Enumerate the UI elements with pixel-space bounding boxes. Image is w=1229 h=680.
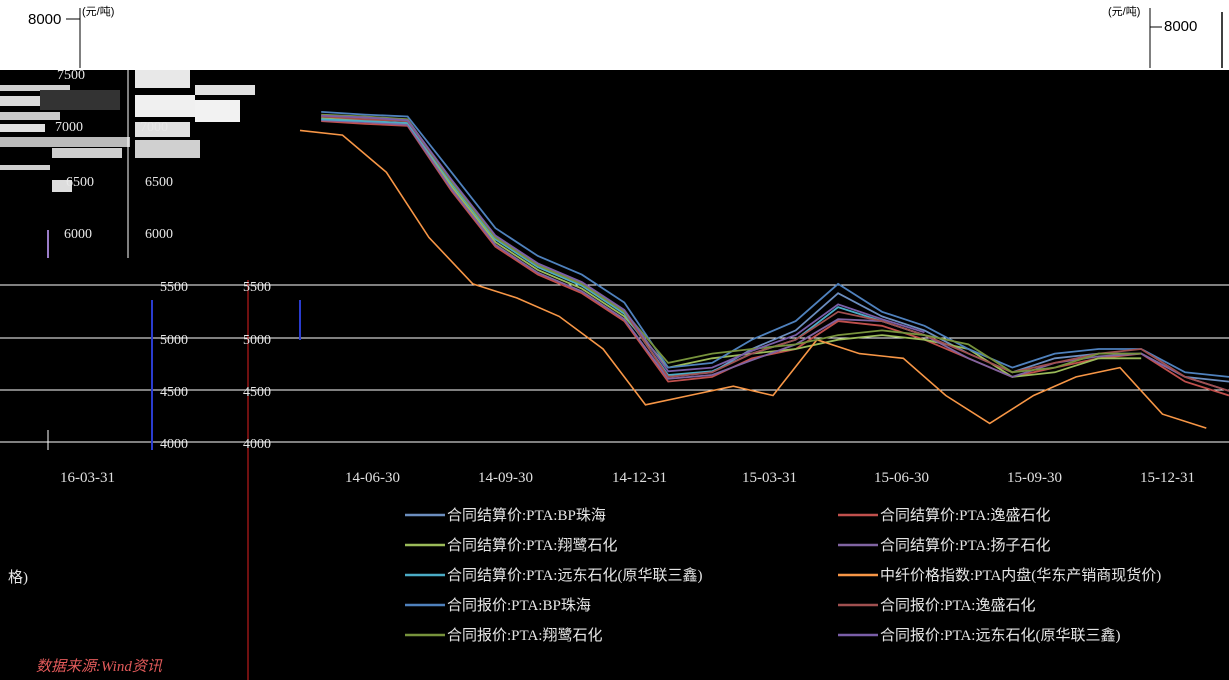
legend-label-5: 中纤价格指数:PTA内盘(华东产销商现货价) <box>880 566 1161 584</box>
series-line-8 <box>321 113 1142 374</box>
x-tick-2: 14-12-31 <box>612 470 667 486</box>
y-tick-lower-mid-0: 5500 <box>243 280 271 295</box>
legend-label-4: 合同结算价:PTA:远东石化(原华联三鑫) <box>447 566 702 584</box>
legend-fragment-left: 格) <box>8 569 28 586</box>
axis-stubs <box>47 70 301 680</box>
x-tick-4: 15-06-30 <box>874 470 929 486</box>
legend-label-6: 合同报价:PTA:BP珠海 <box>447 597 591 614</box>
y-tick-lower-left-3: 4000 <box>160 437 188 452</box>
y-tick-upper-left-3: 6000 <box>64 227 92 242</box>
series-line-3 <box>321 119 1229 392</box>
y-tick-lower-mid-1: 5000 <box>243 333 271 348</box>
top-axis-right: (元/吨) 8000 <box>1108 5 1223 68</box>
legend-label-0: 合同结算价:PTA:BP珠海 <box>447 506 606 524</box>
y-tick-upper-mid-3: 6000 <box>145 227 173 242</box>
series-line-1 <box>321 120 1229 397</box>
y-tick-lower-mid-2: 4500 <box>243 385 271 400</box>
series-line-2 <box>321 117 1142 378</box>
x-ticks: 16-03-31 14-06-30 14-09-30 14-12-31 15-0… <box>60 470 1195 486</box>
y-tick-8000-left: 8000 <box>28 11 61 28</box>
y-tick-upper-left-0: 7500 <box>57 68 85 83</box>
x-tick-5: 15-09-30 <box>1007 470 1062 486</box>
x-tick-3: 15-03-31 <box>742 470 797 486</box>
legend-label-8: 合同报价:PTA:翔鹭石化 <box>447 627 602 644</box>
y-tick-upper-mid-2: 6500 <box>145 175 173 190</box>
series-layer <box>299 111 1229 429</box>
x-tick-0: 14-06-30 <box>345 470 400 486</box>
legend-label-1: 合同结算价:PTA:逸盛石化 <box>880 506 1050 524</box>
legend-label-9: 合同报价:PTA:远东石化(原华联三鑫) <box>880 626 1120 644</box>
x-tick-left-0: 16-03-31 <box>60 470 115 486</box>
x-tick-1: 14-09-30 <box>478 470 533 486</box>
y-tick-lower-left-1: 5000 <box>160 333 188 348</box>
top-axis-left: 8000 (元/吨) <box>28 5 114 68</box>
series-line-9 <box>321 114 925 373</box>
legend: 合同结算价:PTA:BP珠海 合同结算价:PTA:逸盛石化合同结算价:PTA:翔鹭… <box>405 506 1161 644</box>
y-ticks: 7500 7000 6500 6000 7500 7000 6500 6000 … <box>55 68 271 452</box>
x-tick-6: 15-12-31 <box>1140 470 1195 486</box>
unit-label-left: (元/吨) <box>82 5 114 18</box>
chart-top-band <box>0 0 1229 70</box>
y-tick-lower-left-2: 4500 <box>160 385 188 400</box>
series-line-4 <box>321 118 925 376</box>
y-tick-8000-right: 8000 <box>1164 18 1197 35</box>
unit-label-right: (元/吨) <box>1108 5 1140 18</box>
y-tick-lower-left-0: 5500 <box>160 280 188 295</box>
gridlines <box>0 284 1229 443</box>
series-line-6 <box>321 111 1229 378</box>
y-tick-lower-mid-3: 4000 <box>243 437 271 452</box>
y-tick-upper-left-1: 7000 <box>55 120 83 135</box>
y-tick-upper-mid-1: 7000 <box>140 120 168 135</box>
y-tick-upper-left-2: 6500 <box>66 175 94 190</box>
legend-label-7: 合同报价:PTA:逸盛石化 <box>880 597 1035 614</box>
render-artifact-bands <box>0 70 255 192</box>
legend-label-3: 合同结算价:PTA:扬子石化 <box>880 536 1050 554</box>
legend-label-2: 合同结算价:PTA:翔鹭石化 <box>447 536 617 554</box>
data-source-note: 数据来源:Wind资讯 <box>36 658 163 675</box>
y-tick-upper-mid-0: 7500 <box>138 68 166 83</box>
series-line-5 <box>299 129 1207 429</box>
